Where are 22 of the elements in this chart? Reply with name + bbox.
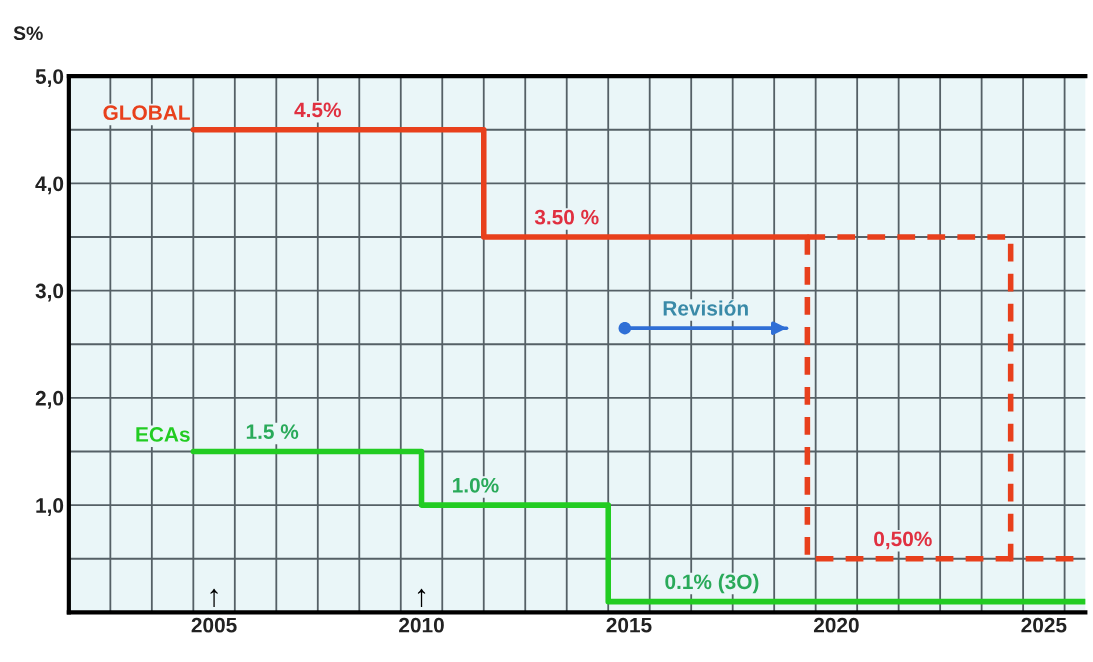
- series-label: ECAs: [136, 427, 190, 442]
- y-tick-label: 4,0: [35, 176, 64, 195]
- annotation: 0,50%: [874, 531, 932, 550]
- y-tick-label: 2,0: [35, 390, 64, 409]
- annotation: 0.1% (3O): [665, 573, 759, 594]
- annotation: 4.5%: [294, 102, 341, 118]
- annotation: ↑: [210, 588, 218, 607]
- series-label: GLOBAL: [103, 105, 190, 121]
- annotation: ↑: [417, 588, 426, 607]
- annotation: 1.5 %: [246, 424, 299, 440]
- x-tick-label: 2015: [606, 617, 652, 633]
- series-label: Revisión: [663, 300, 748, 316]
- x-tick-label: 2005: [191, 617, 237, 633]
- x-tick-label: 2010: [399, 617, 444, 633]
- y-axis-title: S%: [13, 26, 43, 41]
- annotation: 1.0%: [453, 477, 499, 493]
- y-tick-label: 1,0: [36, 498, 64, 516]
- x-tick-label: 2020: [813, 617, 859, 633]
- x-tick-label: 2025: [1021, 617, 1067, 633]
- y-tick-label: 3,0: [35, 283, 64, 302]
- y-tick-label: 5,0: [35, 69, 64, 87]
- annotation: 3.50 %: [534, 209, 599, 225]
